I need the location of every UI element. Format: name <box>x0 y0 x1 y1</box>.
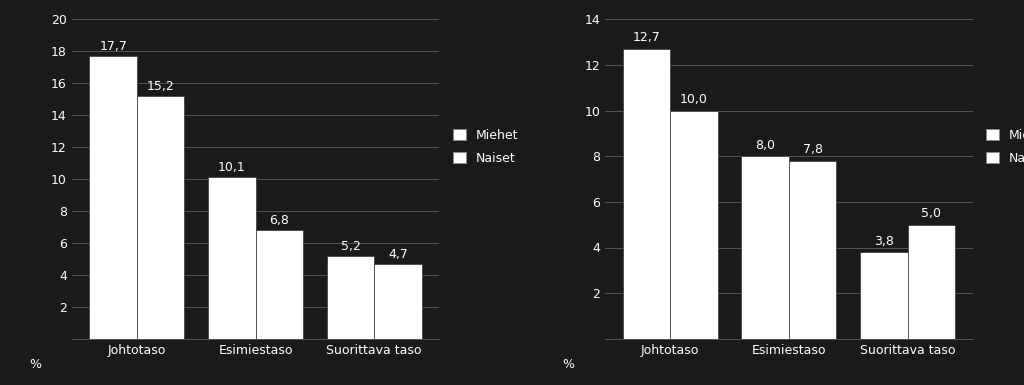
Text: 17,7: 17,7 <box>99 40 127 53</box>
Bar <box>89 56 137 339</box>
Bar <box>788 161 837 339</box>
Text: 4,7: 4,7 <box>388 248 408 261</box>
Bar <box>860 252 907 339</box>
Text: 7,8: 7,8 <box>803 143 822 156</box>
Text: 15,2: 15,2 <box>146 80 174 93</box>
Legend: Miehet, Naiset: Miehet, Naiset <box>453 129 518 165</box>
Text: %: % <box>29 358 41 371</box>
Text: 3,8: 3,8 <box>873 234 894 248</box>
Legend: Miehet, Naiset: Miehet, Naiset <box>986 129 1024 165</box>
Bar <box>907 225 955 339</box>
Text: 6,8: 6,8 <box>269 214 289 227</box>
Bar <box>208 177 256 339</box>
Text: %: % <box>562 358 574 371</box>
Bar <box>256 230 303 339</box>
Text: 12,7: 12,7 <box>633 31 660 44</box>
Text: 10,1: 10,1 <box>218 161 246 174</box>
Text: 5,2: 5,2 <box>341 239 360 253</box>
Bar <box>137 96 184 339</box>
Bar <box>374 264 422 339</box>
Bar <box>623 49 671 339</box>
Text: 8,0: 8,0 <box>755 139 775 152</box>
Text: 5,0: 5,0 <box>922 207 941 220</box>
Bar <box>327 256 374 339</box>
Bar <box>671 110 718 339</box>
Bar <box>741 156 788 339</box>
Text: 10,0: 10,0 <box>680 93 708 106</box>
